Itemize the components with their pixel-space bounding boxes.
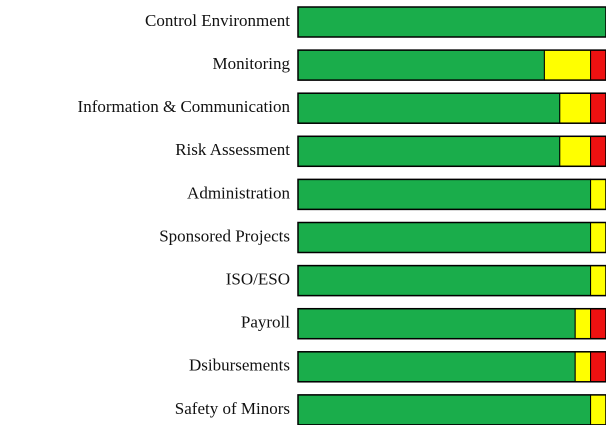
category-label: Information & Communication	[78, 97, 291, 116]
bar-segment	[590, 308, 606, 340]
bar-segment	[590, 265, 606, 297]
bar-segment	[297, 6, 606, 38]
category-label: Safety of Minors	[175, 399, 290, 418]
bar-segment	[297, 394, 592, 425]
category-label: Sponsored Projects	[159, 226, 290, 245]
bar-segment	[559, 92, 592, 124]
bar-segment	[590, 135, 606, 167]
category-label: Payroll	[241, 313, 290, 332]
bar-outline	[297, 135, 606, 168]
bar-outline	[297, 49, 606, 81]
category-label: ISO/ESO	[226, 270, 290, 289]
bar-outline	[297, 264, 606, 297]
bar-segment	[297, 92, 561, 124]
bar-segment	[297, 308, 576, 340]
category-label: Monitoring	[213, 54, 291, 73]
bar-segment	[297, 49, 545, 81]
bar-segment	[297, 135, 561, 167]
bar-outline	[297, 92, 606, 124]
bar-outline	[297, 6, 606, 38]
bar-segment	[559, 135, 592, 167]
bar-segment	[590, 351, 606, 383]
bar-outline	[297, 221, 606, 254]
bar-outline	[297, 351, 606, 383]
bar-segment	[590, 178, 606, 210]
bar-outline	[297, 178, 606, 211]
bar-segment	[297, 265, 592, 297]
category-label: Risk Assessment	[175, 140, 290, 159]
bar-segment	[574, 308, 592, 340]
bar-segment	[590, 222, 606, 253]
bar-segment	[297, 222, 592, 253]
category-label: Control Environment	[145, 11, 290, 30]
bar-segment	[590, 92, 606, 124]
category-label: Administration	[187, 183, 290, 202]
bar-segment	[590, 49, 606, 81]
bar-outline	[297, 307, 606, 340]
bar-segment	[543, 49, 592, 81]
category-label: Dsibursements	[189, 356, 290, 375]
bar-segment	[590, 394, 606, 425]
bar-segment	[297, 351, 576, 383]
bar-segment	[574, 351, 592, 383]
bar-segment	[297, 178, 592, 210]
